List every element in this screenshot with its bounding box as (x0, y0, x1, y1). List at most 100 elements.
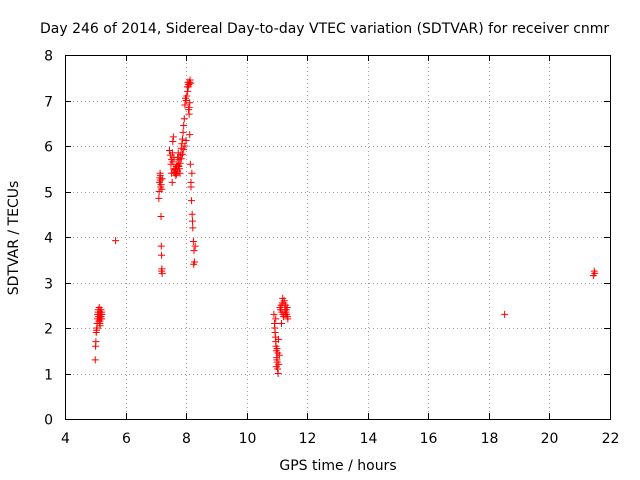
y-tick-label: 2 (44, 322, 53, 338)
y-tick-label: 7 (44, 95, 53, 111)
chart-title: Day 246 of 2014, Sidereal Day-to-day VTE… (40, 21, 609, 37)
data-point (112, 237, 120, 245)
plot-frame (65, 55, 611, 420)
data-point (188, 210, 196, 218)
y-tick-label: 3 (44, 277, 53, 293)
data-point (186, 131, 194, 139)
data-point (172, 172, 180, 180)
data-point (181, 142, 189, 150)
y-tick-label: 0 (44, 413, 53, 429)
data-point (277, 319, 285, 327)
data-point (190, 260, 198, 268)
data-point (272, 363, 280, 371)
y-tick-label: 6 (44, 140, 53, 156)
data-point (97, 313, 105, 321)
data-point (284, 313, 292, 321)
x-tick-label: 12 (299, 431, 317, 447)
x-tick-label: 10 (239, 431, 257, 447)
data-point (186, 160, 194, 168)
data-point (157, 181, 165, 189)
x-tick-label: 14 (360, 431, 378, 447)
x-tick-label: 4 (61, 431, 70, 447)
data-point (91, 356, 99, 364)
data-point (168, 149, 176, 157)
data-point (180, 146, 188, 154)
data-point (156, 172, 164, 180)
data-point (172, 170, 180, 178)
data-point (282, 306, 290, 314)
data-point (188, 169, 196, 177)
data-point (177, 155, 185, 163)
data-point (274, 349, 282, 357)
data-point (185, 110, 193, 118)
data-point (173, 167, 181, 175)
data-point (274, 335, 282, 343)
y-axis-label: SDTVAR / TECUs (6, 181, 22, 296)
data-point (180, 115, 188, 123)
y-tick-label: 8 (44, 49, 53, 65)
x-tick-label: 8 (182, 431, 191, 447)
data-point (182, 97, 190, 104)
y-tick-label: 5 (44, 186, 53, 202)
data-point (95, 304, 103, 312)
data-point (188, 197, 196, 205)
data-point (169, 137, 177, 145)
data-point (191, 242, 199, 250)
data-point (182, 137, 190, 145)
data-point (178, 135, 186, 143)
data-point (190, 247, 198, 255)
data-point (185, 106, 193, 114)
data-point (177, 151, 185, 159)
grid (65, 55, 610, 419)
data-point (501, 310, 509, 318)
data-point (189, 238, 197, 246)
data-point (170, 153, 178, 161)
x-tick-label: 20 (541, 431, 559, 447)
data-point (181, 101, 189, 109)
data-point (189, 224, 197, 232)
data-points (91, 76, 599, 377)
data-point (175, 161, 183, 169)
data-point (168, 178, 176, 186)
data-point (273, 354, 281, 362)
x-axis-label: GPS time / hours (279, 458, 396, 474)
x-tick-label: 6 (122, 431, 131, 447)
y-tick-label: 4 (44, 231, 53, 247)
data-point (187, 79, 195, 87)
data-point (178, 150, 186, 158)
data-point (176, 159, 184, 167)
data-point (158, 175, 166, 183)
data-point (92, 338, 100, 346)
data-point (186, 76, 194, 84)
data-point (98, 308, 106, 316)
data-point (187, 183, 195, 191)
x-tick-label: 18 (481, 431, 499, 447)
data-point (179, 128, 187, 136)
data-point (271, 324, 279, 332)
data-point (158, 267, 166, 275)
data-point (186, 99, 194, 107)
data-point (184, 87, 192, 95)
data-point (273, 358, 281, 366)
data-point (158, 185, 166, 193)
data-point (591, 269, 599, 277)
data-point (169, 133, 177, 141)
x-tick-label: 22 (602, 431, 620, 447)
data-point (273, 344, 281, 352)
data-point (155, 194, 163, 202)
data-point (279, 294, 287, 302)
data-point (169, 158, 177, 166)
data-point (157, 242, 165, 250)
data-point (272, 315, 280, 323)
data-point (158, 251, 166, 259)
data-point (157, 213, 165, 221)
x-tick-label: 16 (420, 431, 438, 447)
data-point (274, 370, 282, 377)
data-point (180, 122, 188, 130)
data-point (270, 310, 278, 318)
data-point (188, 217, 196, 225)
data-point (183, 92, 191, 100)
y-tick-label: 1 (44, 368, 53, 384)
